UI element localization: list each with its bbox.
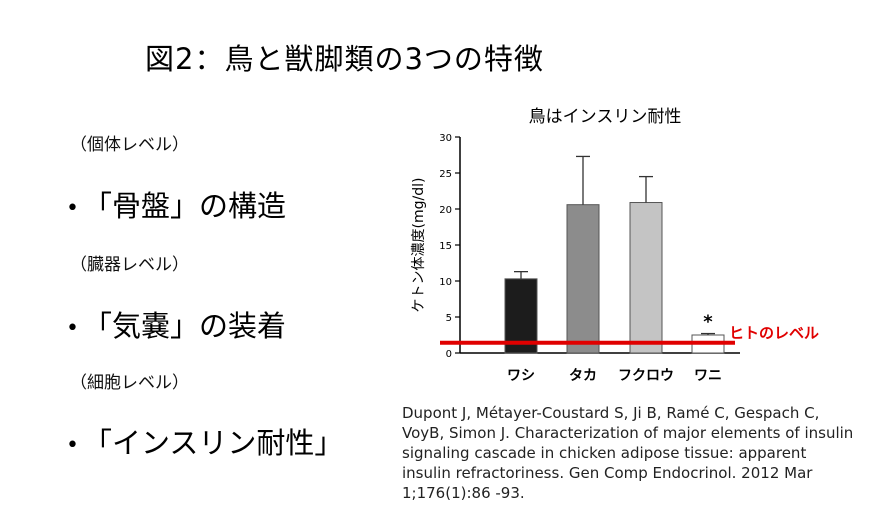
bullet-text: 「骨盤」の構造 [82,189,286,223]
slide-title: 図2：鳥と獣脚類の3つの特徴 [145,42,544,76]
level-label-cell: （細胞レベル） [70,373,189,393]
bullet-air-sac: • 「気嚢」の装着 [66,303,286,345]
y-tick-label: 30 [439,133,452,144]
y-tick-label: 15 [439,241,452,252]
bullet-dot: • [66,315,79,341]
bullet-text: 「インスリン耐性」 [82,426,344,460]
x-tick-label: フクロウ [618,368,674,384]
bullet-dot: • [66,195,79,221]
level-label-individual: （個体レベル） [70,135,189,155]
bar-3 [629,202,663,354]
y-tick-label: 20 [439,205,452,216]
bullet-text: 「気嚢」の装着 [82,309,286,343]
x-tick-label: ワニ [694,368,722,384]
bar-2 [566,204,600,354]
significance-mark: * [703,312,713,333]
human-level-label: ヒトのレベル [729,324,819,342]
y-tick-label: 5 [446,313,452,324]
y-tick-label: 0 [446,349,452,360]
level-label-organ: （臓器レベル） [70,255,189,275]
chart-title: 鳥はインスリン耐性 [529,107,682,127]
y-tick-label: 10 [439,277,452,288]
citation-text: Dupont J, Métayer-Coustard S, Ji B, Ramé… [402,404,854,502]
y-axis-label: ケトン体濃度(mg/dl) [411,178,427,313]
bullet-insulin-resistance: • 「インスリン耐性」 [66,420,343,462]
y-tick-label: 25 [439,169,452,180]
x-tick-label: タカ [569,368,597,384]
bullet-dot: • [66,432,79,458]
bullet-pelvis: • 「骨盤」の構造 [66,183,286,225]
x-tick-label: ワシ [507,368,535,384]
